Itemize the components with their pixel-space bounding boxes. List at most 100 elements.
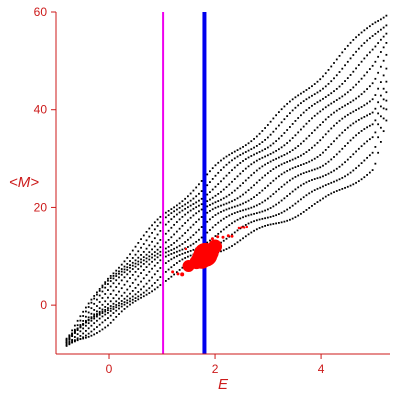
data-point [73, 340, 76, 343]
data-point [220, 198, 222, 201]
data-point [233, 157, 236, 160]
data-point [253, 205, 255, 208]
data-point [360, 106, 363, 108]
data-point [275, 214, 278, 217]
data-point [181, 243, 184, 245]
data-point [187, 229, 189, 232]
data-point [109, 277, 112, 280]
data-point [137, 242, 140, 244]
highlight-point [243, 226, 246, 229]
data-point [107, 296, 109, 299]
data-point [311, 104, 313, 107]
data-point [107, 303, 109, 306]
data-point [93, 295, 96, 297]
data-point [379, 141, 382, 143]
data-point [189, 226, 192, 229]
data-point [382, 35, 385, 38]
data-point [120, 279, 123, 282]
data-point [120, 263, 123, 266]
data-point [148, 292, 151, 294]
data-point [352, 110, 355, 113]
data-point [76, 324, 79, 327]
data-point [277, 164, 280, 167]
data-point [231, 222, 233, 225]
red-highlight-points [171, 225, 249, 277]
data-point [156, 224, 159, 227]
data-point [297, 145, 300, 147]
data-point [316, 177, 319, 180]
data-point [239, 172, 242, 175]
data-point [316, 91, 319, 94]
data-point [107, 279, 109, 282]
data-point [344, 48, 346, 50]
data-point [360, 178, 363, 181]
data-point [192, 207, 195, 210]
data-point [272, 130, 275, 133]
data-point [324, 195, 327, 198]
data-point [355, 120, 357, 123]
data-point [280, 173, 283, 176]
data-point [178, 249, 181, 252]
data-point [131, 289, 134, 292]
data-point [366, 140, 368, 143]
data-point [123, 283, 126, 286]
data-point [175, 208, 178, 211]
data-point [198, 183, 200, 186]
y-tick-label: 20 [34, 200, 48, 214]
data-point [366, 126, 368, 129]
data-point [225, 186, 228, 188]
data-point [98, 313, 101, 316]
data-point [220, 180, 222, 183]
data-point [170, 249, 173, 251]
data-point [140, 265, 142, 268]
data-point [192, 234, 195, 236]
data-point [145, 257, 148, 260]
data-point [313, 103, 316, 105]
data-point [206, 211, 209, 214]
data-point [289, 126, 291, 128]
data-point [192, 242, 195, 245]
data-point [164, 241, 167, 244]
data-point [225, 163, 228, 166]
data-point [101, 297, 104, 299]
data-point [109, 280, 112, 282]
data-point [198, 228, 200, 231]
data-point [385, 99, 388, 102]
data-point [272, 205, 275, 208]
data-point [346, 60, 349, 63]
data-point [93, 333, 96, 336]
data-point [330, 158, 333, 161]
data-point [101, 303, 104, 306]
data-point [137, 298, 140, 301]
data-point [233, 178, 236, 180]
data-point [145, 230, 148, 233]
black-point-cloud [65, 14, 388, 347]
data-point [131, 249, 134, 252]
data-point [272, 151, 275, 154]
data-point [335, 109, 338, 112]
data-point [280, 163, 283, 166]
data-point [341, 82, 344, 85]
data-point [233, 212, 236, 214]
data-point [164, 223, 167, 226]
data-point [239, 227, 242, 230]
data-point [291, 177, 294, 180]
data-point [357, 107, 360, 110]
data-point [311, 85, 313, 88]
data-point [283, 118, 286, 121]
data-point [178, 237, 181, 240]
data-point [335, 99, 338, 101]
data-point [297, 174, 300, 177]
data-point [214, 235, 217, 237]
data-point [87, 306, 90, 308]
data-point [148, 251, 151, 254]
data-point [145, 289, 148, 292]
data-point [228, 207, 231, 210]
data-point [170, 258, 173, 261]
data-point [377, 87, 380, 90]
data-point [316, 141, 319, 144]
highlight-point [176, 272, 180, 276]
data-point [118, 272, 120, 275]
data-point [233, 243, 236, 246]
data-point [134, 297, 137, 300]
